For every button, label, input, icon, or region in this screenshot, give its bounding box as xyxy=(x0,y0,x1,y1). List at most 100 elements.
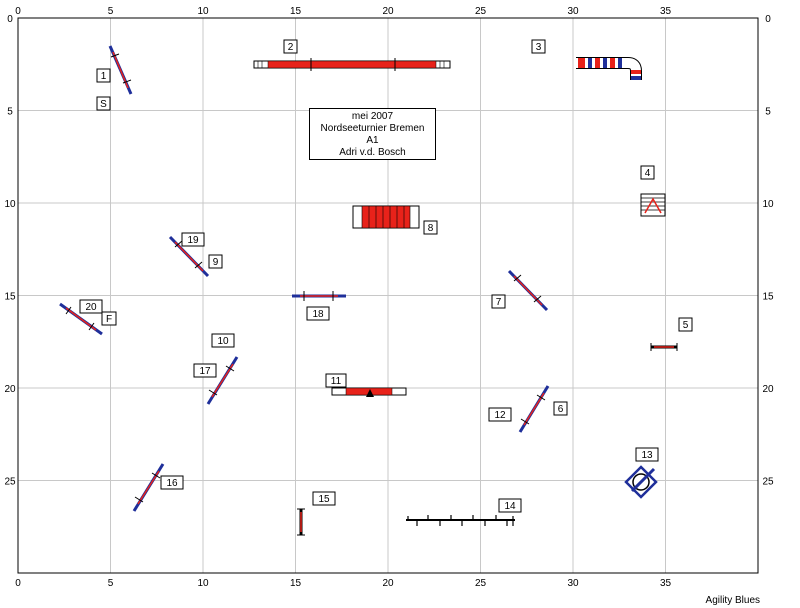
obstacle-5-hurdle xyxy=(650,343,678,351)
obstacle-10-hurdle xyxy=(206,356,239,405)
label-10: 10 xyxy=(211,333,235,348)
label-8: 8 xyxy=(423,220,438,235)
y-tick-label-left: 10 xyxy=(4,199,16,210)
label-13: 13 xyxy=(635,447,659,462)
svg-text:18: 18 xyxy=(312,309,324,320)
label-3: 3 xyxy=(531,39,546,54)
obstacle-11-seesaw xyxy=(331,387,407,397)
field-border xyxy=(17,17,759,574)
svg-text:16: 16 xyxy=(166,478,178,489)
x-tick-label-top: 35 xyxy=(660,6,672,17)
y-tick-label-left: 20 xyxy=(4,384,16,395)
info-class: A1 xyxy=(366,135,379,146)
info-date: mei 2007 xyxy=(351,111,394,122)
y-tick-label-right: 15 xyxy=(762,292,774,303)
svg-text:9: 9 xyxy=(213,257,219,268)
info-judge: Adri v.d. Bosch xyxy=(339,147,406,158)
svg-text:6: 6 xyxy=(558,404,564,415)
y-tick-label-left: 0 xyxy=(7,14,13,25)
svg-text:1: 1 xyxy=(101,71,107,82)
label-17: 17 xyxy=(193,363,217,378)
x-tick-label-bottom: 25 xyxy=(475,578,487,589)
label-7: 7 xyxy=(491,294,506,309)
label-5: 5 xyxy=(678,317,693,332)
x-tick-label-top: 30 xyxy=(567,6,579,17)
info-event: Nordseeturnier Bremen xyxy=(320,123,425,134)
y-tick-label-right: 5 xyxy=(765,107,771,118)
grid xyxy=(18,18,758,573)
obstacle-2-dogwalk xyxy=(253,58,451,71)
obstacle-14-weave xyxy=(406,515,515,526)
label-14: 14 xyxy=(498,498,522,513)
x-tick-label-bottom: 0 xyxy=(15,578,21,589)
obstacle-4-wall xyxy=(640,193,666,217)
x-tick-label-top: 10 xyxy=(197,6,209,17)
svg-text:13: 13 xyxy=(641,450,653,461)
obstacle-20-hurdle xyxy=(59,302,103,336)
obstacle-13-tire xyxy=(624,465,658,499)
svg-text:20: 20 xyxy=(85,302,97,313)
svg-text:10: 10 xyxy=(217,336,229,347)
obstacle-3-tunnel xyxy=(576,57,642,80)
svg-text:14: 14 xyxy=(504,501,516,512)
x-tick-label-bottom: 20 xyxy=(382,578,394,589)
svg-text:17: 17 xyxy=(199,366,211,377)
obstacle-7-hurdle xyxy=(507,269,549,312)
x-tick-label-bottom: 10 xyxy=(197,578,209,589)
svg-text:S: S xyxy=(100,99,107,110)
svg-text:7: 7 xyxy=(496,297,502,308)
x-tick-label-bottom: 5 xyxy=(108,578,114,589)
label-6: 6 xyxy=(553,401,568,416)
svg-text:F: F xyxy=(106,314,112,325)
label-finish: F xyxy=(101,311,117,326)
svg-text:5: 5 xyxy=(683,320,689,331)
y-tick-label-right: 10 xyxy=(762,199,774,210)
footer-credit: Agility Blues xyxy=(705,595,760,606)
x-tick-label-top: 20 xyxy=(382,6,394,17)
y-tick-label-right: 20 xyxy=(762,384,774,395)
x-tick-label-bottom: 15 xyxy=(290,578,302,589)
y-tick-label-left: 5 xyxy=(7,107,13,118)
label-12: 12 xyxy=(488,407,512,422)
svg-text:3: 3 xyxy=(536,42,542,53)
label-start: S xyxy=(96,96,111,111)
svg-text:12: 12 xyxy=(494,410,506,421)
obstacle-9-hurdle xyxy=(168,235,210,278)
y-tick-label-left: 25 xyxy=(4,477,16,488)
course-info-box: mei 2007 Nordseeturnier Bremen A1 Adri v… xyxy=(309,108,436,160)
label-4: 4 xyxy=(640,165,655,180)
label-11: 11 xyxy=(325,373,347,388)
svg-text:4: 4 xyxy=(645,168,651,179)
obstacle-1-hurdle xyxy=(108,45,133,95)
obstacle-18-hurdle xyxy=(292,291,346,301)
x-tick-label-bottom: 35 xyxy=(660,578,672,589)
number-labels: 1 S 2 3 4 5 6 7 xyxy=(79,39,693,513)
label-15: 15 xyxy=(312,491,336,506)
label-16: 16 xyxy=(160,475,184,490)
obstacle-8-tunnel xyxy=(352,205,420,229)
y-tick-label-right: 25 xyxy=(762,477,774,488)
x-tick-label-top: 0 xyxy=(15,6,21,17)
obstacle-16-hurdle xyxy=(132,463,165,512)
y-tick-label-left: 15 xyxy=(4,292,16,303)
label-19: 19 xyxy=(181,232,205,247)
x-tick-label-top: 15 xyxy=(290,6,302,17)
svg-text:2: 2 xyxy=(288,42,294,53)
label-9: 9 xyxy=(208,254,223,269)
label-20: 20 xyxy=(79,299,103,314)
x-tick-label-top: 5 xyxy=(108,6,114,17)
svg-text:15: 15 xyxy=(318,494,330,505)
x-tick-label-top: 25 xyxy=(475,6,487,17)
y-tick-label-right: 0 xyxy=(765,14,771,25)
label-1: 1 xyxy=(96,68,111,83)
label-18: 18 xyxy=(306,306,330,321)
x-tick-label-bottom: 30 xyxy=(567,578,579,589)
svg-text:19: 19 xyxy=(187,235,199,246)
obstacle-6-hurdle xyxy=(518,385,550,433)
obstacle-15-hurdle xyxy=(297,508,305,536)
label-2: 2 xyxy=(283,39,298,54)
svg-text:11: 11 xyxy=(331,376,342,387)
svg-text:8: 8 xyxy=(428,223,434,234)
